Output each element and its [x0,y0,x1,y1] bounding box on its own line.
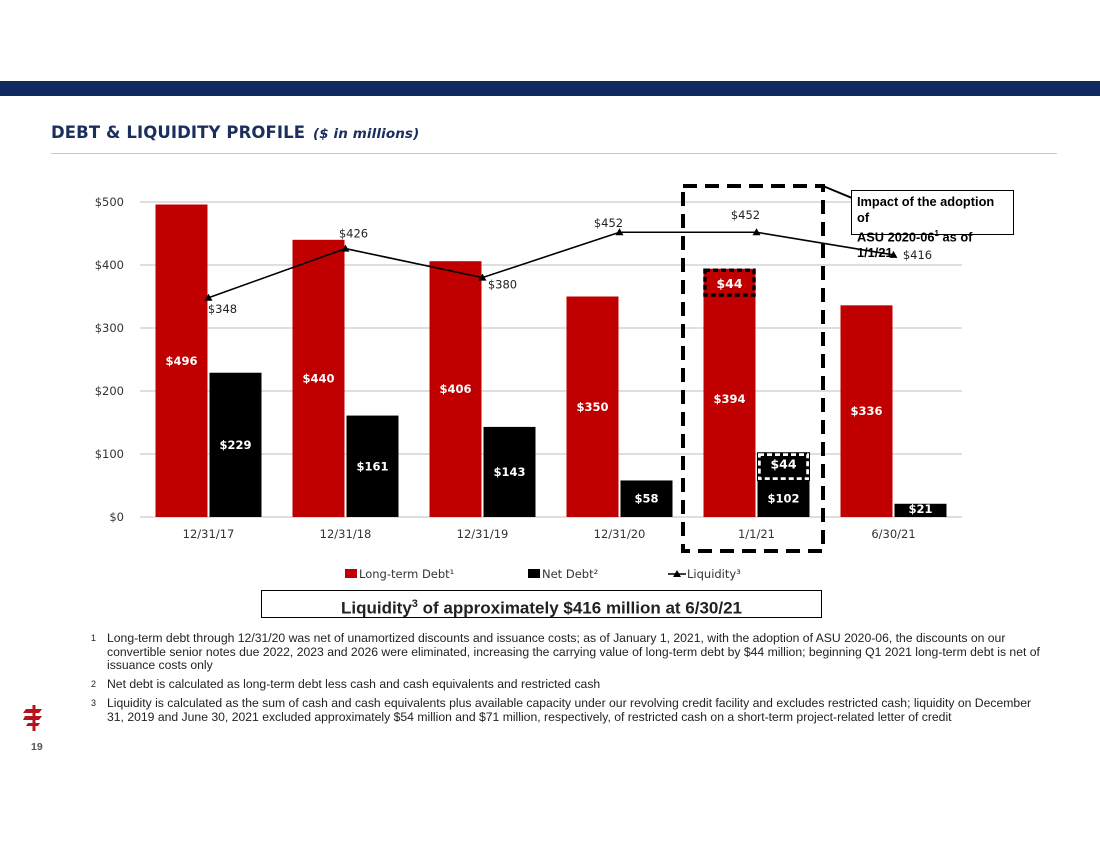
net-debt-bar [483,426,536,517]
legend-long-term-debt-text: Long-term Debt¹ [359,567,454,581]
liquidity-marker [478,273,487,281]
liquidity-label: $452 [731,208,760,222]
liquidity-marker [341,244,350,252]
company-logo [23,705,42,731]
long-term-debt-bar [292,239,345,518]
long-term-debt-label: $350 [576,400,608,414]
y-tick-label: $100 [95,447,124,461]
long-term-debt-label: $406 [439,382,471,396]
net-debt-bar [209,372,262,517]
long-term-debt-bar [840,305,893,517]
footnote-3: 3 Liquidity is calculated as the sum of c… [91,696,1032,724]
adoption-highlight-box [681,184,825,553]
y-tick-label: $400 [95,258,124,272]
liquidity-label: $348 [208,302,237,316]
y-tick-label: $300 [95,321,124,335]
long-term-debt-label: $496 [165,354,197,368]
legend-net-debt-swatch [528,569,540,578]
liquidity-label: $426 [339,227,368,241]
long-term-debt-label: $440 [302,371,334,385]
debt-liquidity-chart: $0 $100 $200 $300 $400 $500 12/31/17 $496 $229 12… [95,184,962,581]
liquidity-line [208,231,894,299]
x-tick-label: 12/31/20 [594,527,646,541]
legend-liquidity-text: Liquidity³ [687,567,741,581]
long-term-debt-label: $336 [850,404,882,418]
title-text: DEBT & LIQUIDITY PROFILE [51,123,306,142]
liquidity-marker [889,250,898,258]
title-divider [51,153,1057,154]
net-debt-impact-segment [757,452,810,481]
page-title: DEBT & LIQUIDITY PROFILE ($ in millions) [51,123,419,142]
net-debt-label: $102 [767,492,799,506]
long-term-debt-bar [429,261,482,517]
net-debt-label: $143 [493,465,525,479]
x-tick-label: 12/31/18 [320,527,372,541]
liquidity-summary: Liquidity3 of approximately $416 million… [261,590,822,618]
liquidity-label: $380 [488,278,517,292]
net-debt-bar [620,480,673,517]
x-tick-label: 6/30/21 [871,527,915,541]
liquidity-marker [752,228,761,236]
net-debt-label: $161 [356,459,388,473]
net-debt-impact-outline [757,452,810,481]
long-term-debt-impact-label: $44 [716,276,742,291]
liquidity-marker [615,228,624,236]
long-term-debt-impact-segment [703,268,756,297]
legend-liquidity-swatch-marker [673,570,681,577]
long-term-debt-bar [703,268,756,517]
callout-line-1: Impact of the adoption of [857,194,995,225]
net-debt-label: $21 [908,502,932,516]
top-banner [0,81,1100,96]
net-debt-bar [894,503,947,517]
page-number: 19 [31,741,43,753]
title-units: ($ in millions) [312,126,420,142]
long-term-debt-bar [566,296,619,517]
y-tick-label: $500 [95,195,124,209]
x-tick-label: 12/31/19 [457,527,509,541]
long-term-debt-bar [155,204,208,517]
liquidity-marker [204,293,213,301]
footnote-2: 2 Net debt is calculated as long-term deb… [91,677,601,691]
legend-long-term-debt-swatch [345,569,357,578]
callout-line-2: ASU 2020-061 as of 1/1/21 [857,229,973,261]
x-tick-label: 1/1/21 [738,527,775,541]
callout-pointer [822,185,853,199]
net-debt-label: $58 [634,492,658,506]
footnote-1: 1 Long-term debt through 12/31/20 was net… [91,631,1040,672]
net-debt-bar [346,415,399,517]
liquidity-label: $416 [903,248,932,262]
long-term-debt-label: $394 [713,392,745,406]
y-tick-label: $200 [95,384,124,398]
y-tick-label: $0 [109,510,124,524]
adoption-callout: Impact of the adoption of ASU 2020-061 a… [851,190,1014,260]
legend-net-debt-text: Net Debt² [542,567,598,581]
net-debt-label: $229 [219,438,251,452]
net-debt-impact-label: $44 [770,457,796,472]
liquidity-label: $452 [594,216,623,230]
x-tick-label: 12/31/17 [183,527,235,541]
